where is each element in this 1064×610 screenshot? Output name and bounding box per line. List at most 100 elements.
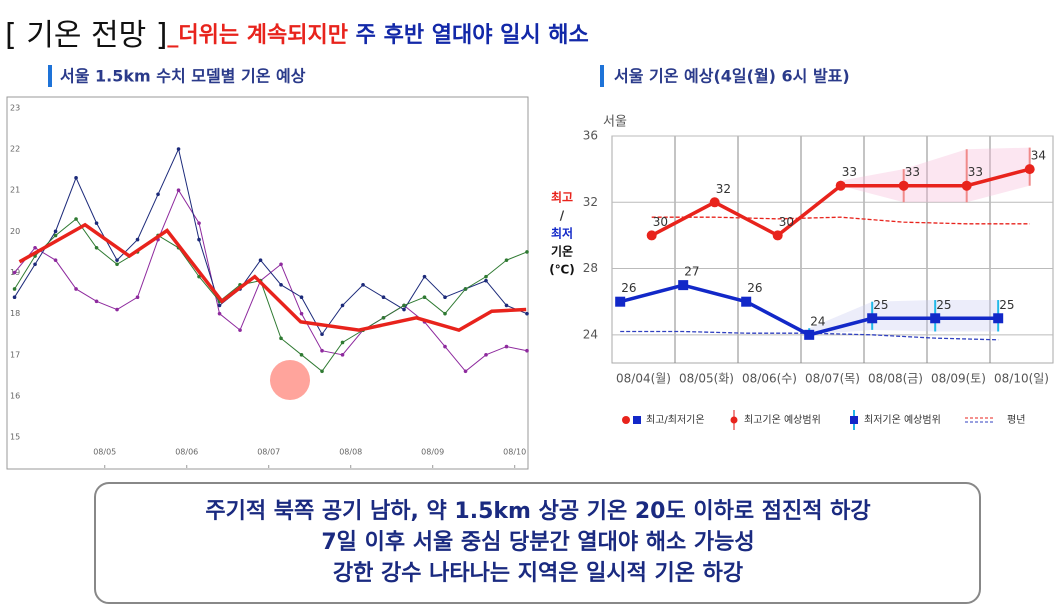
x-tick-label: 08/05 — [93, 448, 116, 457]
value-label: 25 — [936, 298, 951, 312]
x-tick-label: 08/05(화) — [679, 372, 734, 386]
model-point — [197, 237, 201, 242]
left-chart: 15161718192021222308/0508/0608/0708/0808… — [10, 103, 529, 468]
summary: 주기적 북쪽 공기 남하, 약 1.5km 상공 기온 20도 이하로 점진적 … — [205, 499, 870, 586]
x-tick-label: 08/07 — [257, 448, 280, 457]
summary-line: 7일 이후 서울 중심 당분간 열대야 해소 가능성 — [321, 530, 754, 555]
subtitle-bar — [600, 65, 604, 87]
model-point — [74, 176, 78, 180]
model-point — [422, 274, 427, 279]
left-subtitle: 서울 1.5km 수치 모델별 기온 예상 — [60, 67, 306, 86]
cursor-highlight — [270, 360, 310, 400]
y-tick-label: 16 — [10, 391, 20, 400]
value-label: 25 — [873, 298, 888, 312]
y-tick-label: 18 — [10, 309, 20, 318]
min-point — [615, 296, 626, 307]
summary-line: 강한 강수 나타나는 지역은 일시적 기온 하강 — [333, 561, 743, 586]
model-point — [135, 237, 140, 242]
model-point — [504, 344, 509, 349]
model-point — [525, 348, 529, 353]
slide-title: [ 기온 전망 ]_더위는 계속되지만 주 후반 열대야 일시 해소 — [5, 18, 589, 53]
y-tick-label: 23 — [10, 103, 20, 112]
legend-label: 최고기온 예상범위 — [744, 413, 821, 426]
y-axis-label: 기온 — [551, 244, 573, 259]
value-label: 30 — [653, 215, 668, 229]
title-bracket: [ 기온 전망 ] — [5, 18, 167, 53]
model-point — [299, 295, 304, 299]
value-label: 33 — [905, 165, 920, 179]
x-tick-label: 08/09(토) — [931, 372, 986, 386]
model-point — [463, 369, 468, 374]
model-point — [381, 315, 386, 320]
model-point — [340, 353, 345, 357]
unit-label: 서울 — [603, 115, 627, 130]
x-tick-label: 08/06(수) — [742, 372, 797, 386]
model-point — [299, 353, 304, 357]
value-label: 33 — [968, 165, 983, 179]
subtitle-bar — [48, 65, 52, 87]
model-point — [320, 332, 324, 337]
model-point — [217, 303, 222, 308]
max-point — [709, 197, 720, 208]
model-point — [381, 295, 386, 299]
legend-icon — [633, 416, 641, 424]
model-point — [402, 303, 406, 308]
model-point — [115, 258, 119, 262]
y-tick-label: 32 — [583, 195, 598, 209]
y-tick-label: 15 — [10, 433, 20, 442]
max-point — [646, 230, 657, 241]
title-red: _더위는 계속되지만 — [167, 23, 348, 48]
x-tick-label: 08/10(일) — [994, 372, 1049, 386]
y-tick-label: 24 — [583, 327, 598, 341]
model-point — [484, 353, 488, 357]
right-subtitle: 서울 기온 예상(4일(월) 6시 발표) — [614, 67, 850, 86]
model-line — [14, 218, 528, 373]
x-tick-label: 08/07(목) — [805, 372, 860, 386]
model-point — [238, 328, 242, 332]
model-point — [463, 287, 468, 291]
x-tick-label: 08/09 — [421, 448, 444, 457]
model-point — [217, 311, 222, 316]
min-point — [930, 313, 941, 324]
value-label: 30 — [779, 215, 794, 229]
plot-area — [611, 135, 1054, 364]
model-point — [74, 217, 78, 221]
legend-label: 평년 — [1007, 414, 1025, 426]
legend-icon — [850, 416, 858, 424]
model-point — [115, 262, 119, 267]
model-point — [299, 311, 304, 316]
y-tick-label: 28 — [583, 261, 598, 275]
summary-line: 주기적 북쪽 공기 남하, 약 1.5km 상공 기온 20도 이하로 점진적 … — [205, 499, 870, 524]
model-line — [18, 222, 527, 333]
model-point — [53, 229, 58, 234]
y-tick-label: 17 — [10, 350, 20, 359]
model-point — [33, 262, 37, 267]
legend-icon — [730, 416, 738, 424]
model-point — [504, 258, 509, 262]
x-tick-label: 08/08(금) — [868, 372, 923, 386]
model-point — [279, 262, 283, 267]
model-point — [33, 246, 37, 250]
model-point — [279, 336, 283, 341]
model-point — [484, 278, 488, 283]
min-point — [867, 313, 878, 324]
model-point — [525, 311, 529, 316]
y-tick-label: 21 — [10, 186, 20, 195]
y-axis-label: / — [560, 209, 565, 223]
value-label: 32 — [716, 182, 731, 196]
x-tick-label: 08/06 — [175, 448, 198, 457]
model-point — [504, 303, 509, 308]
max-point — [898, 180, 909, 191]
model-point — [115, 307, 119, 312]
value-label: 27 — [684, 265, 699, 279]
min-point — [741, 296, 752, 307]
x-tick-label: 08/08 — [339, 448, 362, 457]
model-point — [422, 295, 427, 299]
summary-box — [94, 482, 981, 604]
left-chart-frame — [6, 96, 529, 470]
model-point — [443, 344, 447, 349]
model-point — [279, 283, 283, 287]
legend-label: 최고/최저기온 — [646, 414, 705, 426]
